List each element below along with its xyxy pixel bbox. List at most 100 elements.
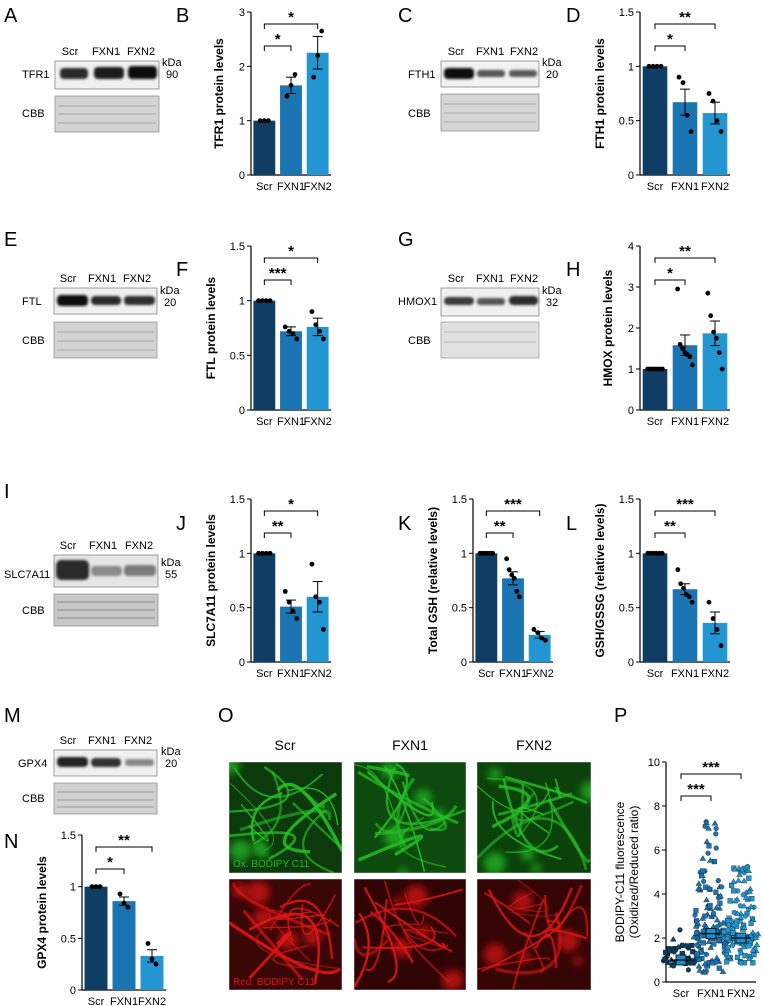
significance-label: *** [676,496,694,513]
significance-bracket [654,23,716,29]
cbb-label: CBB [22,108,45,120]
bar-scr [253,553,276,662]
data-point [713,904,720,910]
kda-label: kDa [161,746,181,758]
data-point [514,588,520,594]
data-point [286,328,292,334]
data-point [681,585,686,591]
x-tick-label: FXN1 [110,996,138,1006]
cbb-label: CBB [22,335,45,347]
neurite [269,882,311,932]
data-point [746,943,752,949]
neurite [279,899,334,960]
cbb-lanes [57,601,155,619]
cell-body [531,863,542,873]
panel-label-g: G [398,229,414,251]
blot-c: Scr FXN1 FXN2 FTH1 kDa 20 CBB [408,46,562,132]
x-tick-label: Scr [256,668,273,680]
data-point [693,908,699,914]
data-point [701,960,709,967]
neurite [229,766,290,813]
y-tick-label: 0 [628,657,634,669]
neurite [523,931,545,973]
data-point [93,884,99,890]
significance-bracket [654,45,686,51]
y-tick-label: 4 [628,241,634,253]
y-axis-label-2: (Oxidized/Reduced ratio) [627,806,641,939]
significance-bracket [263,23,319,29]
significance-label: * [275,31,281,48]
x-tick-label: Scr [478,668,495,680]
data-point [675,943,682,950]
panel-label-p: P [614,705,627,727]
lane-label-fxn2: FXN2 [124,735,152,747]
data-point [703,838,711,844]
data-point [263,550,269,556]
data-point [742,894,750,900]
significance-bracket [263,510,319,516]
data-point [729,883,735,889]
cell-body [441,969,464,990]
data-point [125,904,131,910]
cell-body [483,943,506,966]
significance-label: ** [679,9,691,26]
data-point [721,939,729,946]
neurite [289,787,339,826]
x-tick-label: Scr [256,181,273,193]
data-point [752,934,760,941]
x-tick-label: Scr [647,668,664,680]
data-point [753,941,761,947]
cell-body [488,767,502,781]
y-tick-label: 8 [654,801,660,813]
neurite [517,806,550,834]
data-point [727,898,733,904]
neurite [547,798,591,863]
x-tick-label: FXN2 [304,416,332,428]
data-point [282,588,288,594]
bar-scr [253,120,276,175]
data-point [749,947,757,953]
data-point [696,967,703,973]
neurite [383,880,449,951]
significance-bracket [654,279,686,285]
data-point [725,953,732,959]
significance-label: ** [679,243,691,260]
significance-bracket [263,532,292,538]
x-tick-label: FXN1 [277,181,305,193]
y-tick-label: 1.5 [619,494,634,506]
data-point [695,885,702,892]
cbb-lanes [444,103,536,123]
data-point [719,968,727,974]
data-point [714,959,720,965]
data-point [267,550,273,556]
data-point [288,82,294,88]
data-point [694,920,702,926]
y-tick-label: 1 [461,548,467,560]
x-tick-label: FXN1 [671,181,699,193]
data-point [738,866,746,873]
neurite [491,801,562,860]
micrographs-o: Scr FXN1 FXN2 [229,737,591,990]
data-point [701,878,707,884]
data-point [717,892,724,899]
x-tick-label: FXN1 [277,668,305,680]
y-tick-label: 1.5 [61,830,76,842]
data-point [751,952,757,958]
cell-body [253,907,274,928]
panel-label-c: C [398,5,412,27]
neurite [240,803,269,842]
data-point [543,637,548,643]
data-point [675,567,681,573]
panel-label-a: A [4,5,18,27]
neurite [276,782,342,852]
neurite [369,910,415,964]
y-tick-label: 3 [239,7,245,19]
data-point [145,941,151,946]
neurite [510,783,525,838]
data-point [714,335,719,341]
